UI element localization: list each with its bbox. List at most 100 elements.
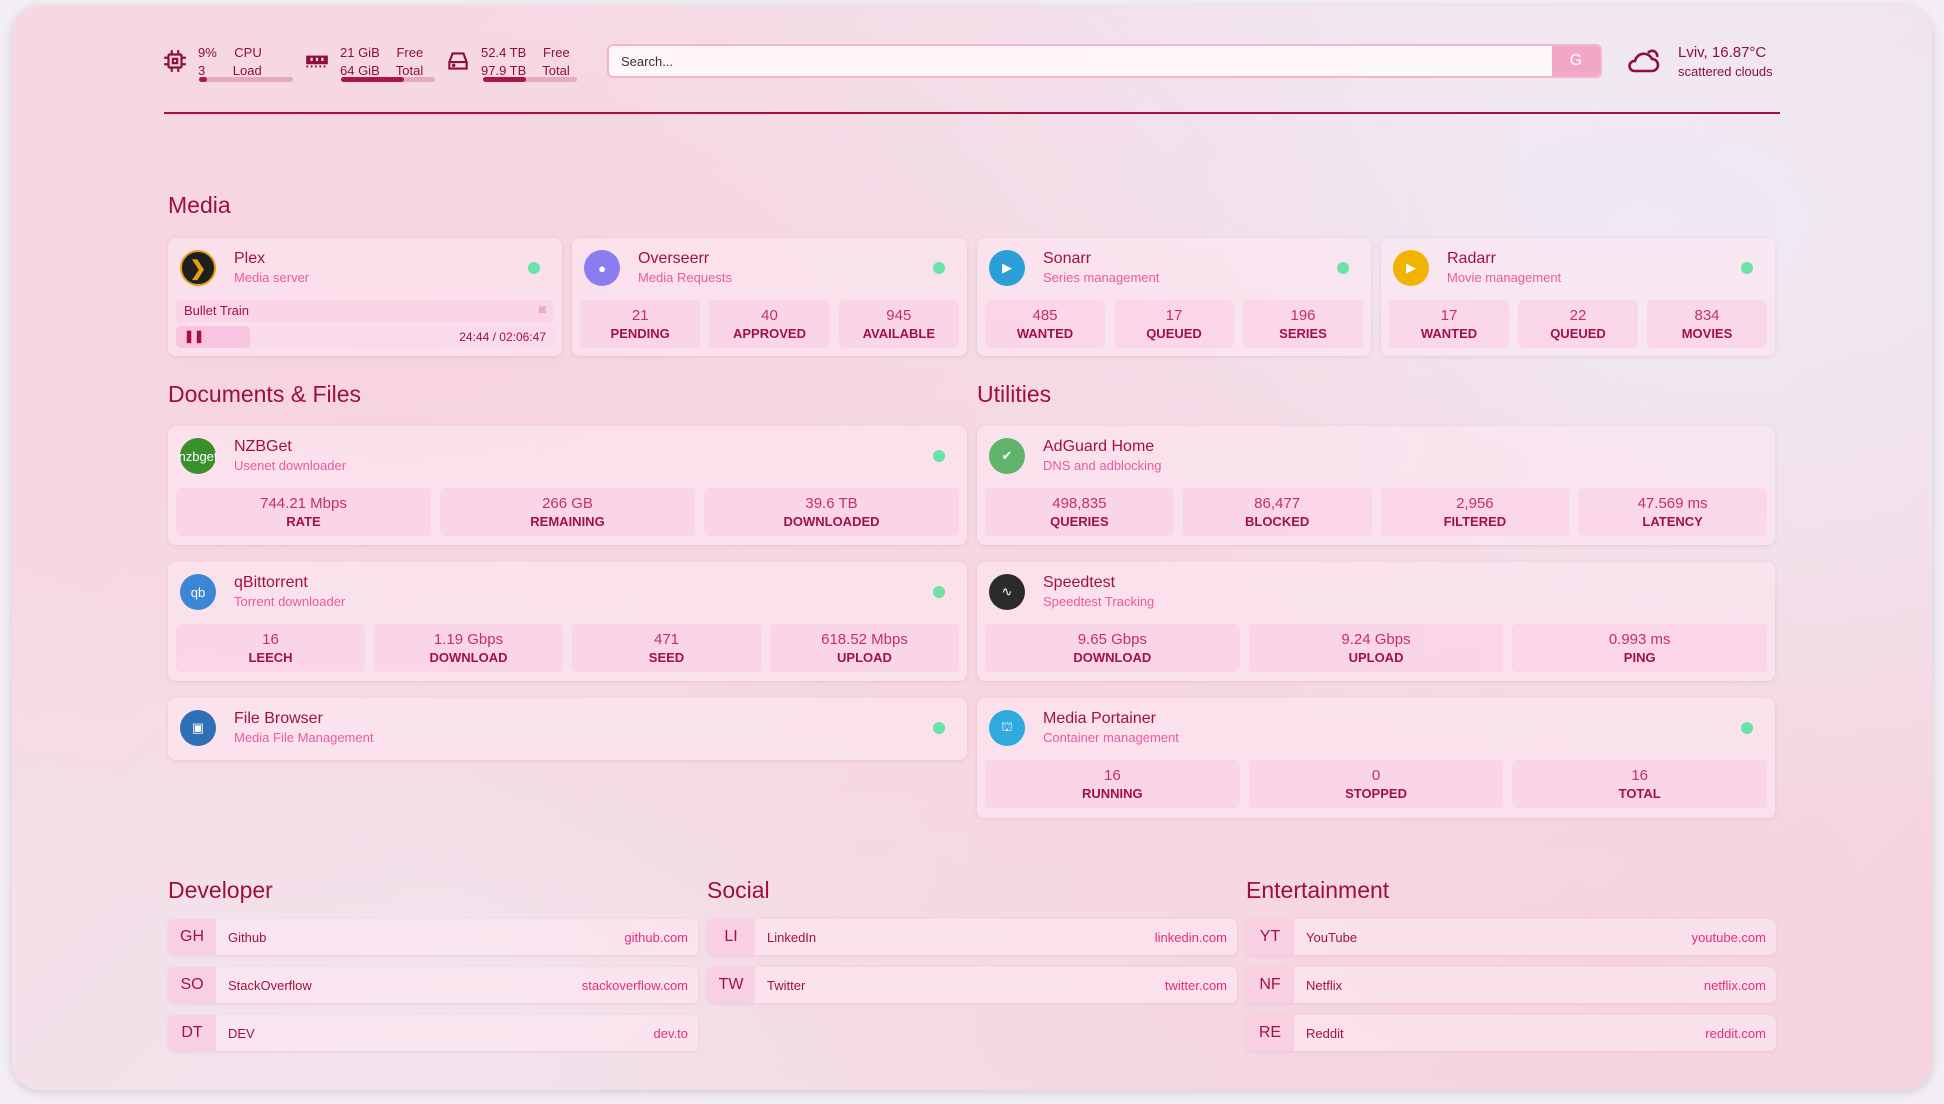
bookmark-abbr: LI xyxy=(707,919,755,955)
stat-download: 1.19 Gbps DOWNLOAD xyxy=(374,624,563,672)
stat-value: 9.24 Gbps xyxy=(1341,631,1411,648)
bookmark-url[interactable]: stackoverflow.com xyxy=(581,977,688,993)
stat-label: DOWNLOADED xyxy=(783,514,880,529)
service-card-media-portainer[interactable]: ⛫ Media Portainer Container management 1… xyxy=(977,698,1775,818)
bookmark-url[interactable]: linkedin.com xyxy=(1154,929,1227,945)
bookmark-linkedin[interactable]: LI LinkedIn linkedin.com xyxy=(707,919,1237,955)
stat-value: 40 xyxy=(761,307,778,324)
section-entertainment: Entertainment xyxy=(1246,877,1390,903)
disk-total: 97.9 TB xyxy=(481,63,527,78)
bookmark-youtube[interactable]: YT YouTube youtube.com xyxy=(1246,919,1776,955)
bookmark-stackoverflow[interactable]: SO StackOverflow stackoverflow.com xyxy=(168,967,698,1003)
service-card-file-browser[interactable]: ▣ File Browser Media File Management xyxy=(168,698,967,760)
nzbget-icon: nzbget xyxy=(178,438,218,474)
stat-label: STOPPED xyxy=(1345,786,1407,801)
bookmark-url[interactable]: github.com xyxy=(624,929,688,945)
memory-total: 64 GiB xyxy=(340,63,380,78)
service-card-speedtest[interactable]: ∿ Speedtest Speedtest Tracking 9.65 Gbps… xyxy=(977,562,1775,681)
stat-label: LEECH xyxy=(248,650,293,665)
bookmark-url[interactable]: youtube.com xyxy=(1691,929,1766,945)
cpu-label: CPU xyxy=(234,45,262,60)
disk-free: 52.4 TB xyxy=(481,45,527,60)
service-card-radarr[interactable]: ▶ Radarr Movie management 17 WANTED 22 QUEU… xyxy=(1381,238,1775,356)
service-name: Plex xyxy=(234,250,266,267)
stat-total: 16 TOTAL xyxy=(1512,760,1768,808)
search-input[interactable] xyxy=(609,46,1552,76)
stat-value: 22 xyxy=(1569,307,1587,324)
playback-time: 24:44 / 02:06:47 xyxy=(459,330,546,344)
stat-label: LATENCY xyxy=(1642,514,1703,529)
service-description: Media server xyxy=(234,270,310,285)
bookmark-dev[interactable]: DT DEV dev.to xyxy=(168,1015,698,1051)
service-stats: 17 WANTED 22 QUEUED 834 MOVIES xyxy=(1389,300,1767,348)
service-card-adguard-home[interactable]: ✔ AdGuard Home DNS and adblocking 498,83… xyxy=(977,426,1775,545)
bookmark-url[interactable]: reddit.com xyxy=(1705,1025,1766,1041)
service-stats: 9.65 Gbps DOWNLOAD 9.24 Gbps UPLOAD 0.993 ms… xyxy=(985,624,1768,672)
stat-label: MOVIES xyxy=(1681,326,1733,341)
bookmark-url[interactable]: twitter.com xyxy=(1164,977,1227,993)
stat-value: 2,956 xyxy=(1456,495,1494,512)
usage-fill xyxy=(199,77,208,82)
stat-label: DOWNLOAD xyxy=(429,650,508,665)
stat-value: 17 xyxy=(1440,307,1458,324)
status-dot xyxy=(933,722,945,734)
service-description: Container management xyxy=(1043,730,1179,745)
load-label: Load xyxy=(232,63,262,78)
bookmark-twitter[interactable]: TW Twitter twitter.com xyxy=(707,967,1237,1003)
total-label: Total xyxy=(542,63,570,78)
bookmark-name: Twitter xyxy=(767,977,806,993)
stat-label: REMAINING xyxy=(530,514,605,529)
bookmark-name: Netflix xyxy=(1306,977,1343,993)
service-card-qbittorrent[interactable]: qb qBittorrent Torrent downloader 16 LEEC… xyxy=(168,562,967,681)
playback-bar[interactable]: ❚❚ 24:44 / 02:06:47 xyxy=(176,326,554,348)
service-card-plex[interactable]: ❯ Plex Media server Bullet Train ◙ ❚❚ 24… xyxy=(168,238,562,356)
service-card-nzbget[interactable]: nzbget NZBGet Usenet downloader 744.21 M… xyxy=(168,426,967,545)
service-stats: 21 PENDING 40 APPROVED 945 AVAILABLE xyxy=(580,300,959,348)
service-stats: 16 RUNNING 0 STOPPED 16 TOTAL xyxy=(985,760,1768,808)
bookmark-abbr: SO xyxy=(168,967,216,1003)
service-description: Torrent downloader xyxy=(234,594,346,609)
service-description: Usenet downloader xyxy=(234,458,347,473)
stat-latency: 47.569 ms LATENCY xyxy=(1578,488,1767,536)
bookmark-abbr: TW xyxy=(707,967,755,1003)
stat-value: 618.52 Mbps xyxy=(821,631,908,648)
playback-progress xyxy=(176,326,250,348)
bookmark-netflix[interactable]: NF Netflix netflix.com xyxy=(1246,967,1776,1003)
pause-icon[interactable]: ❚❚ xyxy=(184,329,205,343)
stat-value: 21 xyxy=(631,307,649,324)
bookmark-name: LinkedIn xyxy=(767,929,817,945)
stat-label: PING xyxy=(1623,650,1656,665)
service-description: Media Requests xyxy=(638,270,732,285)
service-stats: 16 LEECH 1.19 Gbps DOWNLOAD 471 SEED 618.52 Mb… xyxy=(176,624,959,672)
stat-leech: 16 LEECH xyxy=(176,624,365,672)
service-description: Media File Management xyxy=(234,730,374,745)
service-card-sonarr[interactable]: ▶ Sonarr Series management 485 WANTED 17 QU… xyxy=(977,238,1371,356)
service-name: Media Portainer xyxy=(1043,710,1156,727)
stat-value: 9.65 Gbps xyxy=(1077,631,1147,648)
search-provider-button[interactable]: G xyxy=(1552,46,1600,76)
stat-label: UPLOAD xyxy=(837,650,892,665)
section-utilities: Utilities xyxy=(977,381,1052,407)
stat-label: FILTERED xyxy=(1443,514,1507,529)
bookmark-url[interactable]: netflix.com xyxy=(1703,977,1766,993)
now-playing: Bullet Train ◙ xyxy=(176,300,554,322)
status-dot xyxy=(1741,722,1753,734)
section-developer: Developer xyxy=(168,877,273,903)
stat-value: 16 xyxy=(262,631,279,648)
service-stats: 498,835 QUERIES 86,477 BLOCKED 2,956 FILTERED… xyxy=(985,488,1767,536)
bookmark-url[interactable]: dev.to xyxy=(653,1025,688,1041)
sonarr-icon: ▶ xyxy=(989,250,1025,286)
stat-label: PENDING xyxy=(610,326,670,341)
stat-value: 471 xyxy=(653,631,680,648)
stat-remaining: 266 GB REMAINING xyxy=(440,488,695,536)
bookmark-github[interactable]: GH Github github.com xyxy=(168,919,698,955)
stat-label: WANTED xyxy=(1016,326,1074,341)
bookmark-reddit[interactable]: RE Reddit reddit.com xyxy=(1246,1015,1776,1051)
bookmark-abbr: RE xyxy=(1246,1015,1294,1051)
stat-series: 196 SERIES xyxy=(1243,300,1363,348)
disk-icon xyxy=(448,52,468,70)
bookmark-abbr: NF xyxy=(1246,967,1294,1003)
stat-value: 17 xyxy=(1165,307,1183,324)
service-card-overseerr[interactable]: ● Overseerr Media Requests 21 PENDING 40 AP… xyxy=(572,238,967,356)
stat-download: 9.65 Gbps DOWNLOAD xyxy=(985,624,1240,672)
